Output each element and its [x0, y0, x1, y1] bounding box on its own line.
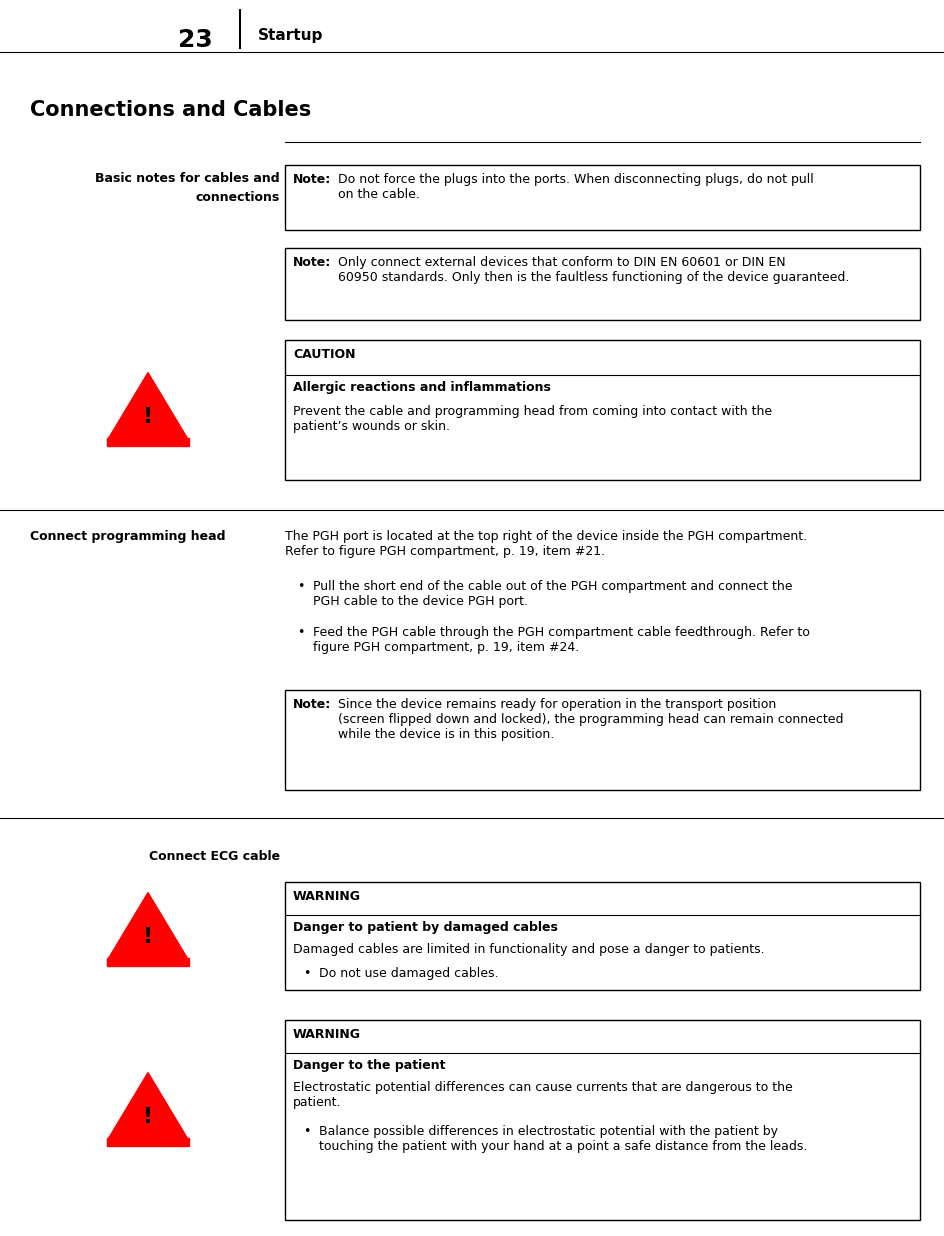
- Text: Startup: Startup: [258, 28, 324, 43]
- Bar: [108, 1138, 189, 1146]
- Text: Since the device remains ready for operation in the transport position
(screen f: Since the device remains ready for opera…: [338, 698, 844, 742]
- Bar: [285, 690, 920, 790]
- Text: •: •: [303, 967, 311, 980]
- Bar: [285, 883, 920, 990]
- Polygon shape: [108, 1073, 189, 1141]
- Bar: [285, 340, 920, 480]
- Text: •: •: [297, 625, 304, 639]
- Text: Damaged cables are limited in functionality and pose a danger to patients.: Damaged cables are limited in functional…: [293, 943, 765, 955]
- Text: !: !: [143, 1106, 153, 1127]
- Text: Feed the PGH cable through the PGH compartment cable feedthrough. Refer to
figur: Feed the PGH cable through the PGH compa…: [313, 625, 810, 654]
- Text: The PGH port is located at the top right of the device inside the PGH compartmen: The PGH port is located at the top right…: [285, 530, 807, 557]
- Bar: [285, 248, 920, 320]
- Text: Prevent the cable and programming head from coming into contact with the
patient: Prevent the cable and programming head f…: [293, 405, 772, 433]
- Text: WARNING: WARNING: [293, 890, 361, 904]
- Text: Connect programming head: Connect programming head: [30, 530, 226, 543]
- Polygon shape: [108, 372, 189, 440]
- Bar: [285, 1020, 920, 1220]
- Polygon shape: [108, 892, 189, 960]
- Text: Connect ECG cable: Connect ECG cable: [149, 850, 280, 863]
- Text: Only connect external devices that conform to DIN EN 60601 or DIN EN
60950 stand: Only connect external devices that confo…: [338, 256, 850, 284]
- Text: Note:: Note:: [293, 698, 331, 711]
- Text: Connections and Cables: Connections and Cables: [30, 100, 312, 120]
- Text: Allergic reactions and inflammations: Allergic reactions and inflammations: [293, 381, 551, 394]
- Text: CAUTION: CAUTION: [293, 349, 356, 361]
- Text: Balance possible differences in electrostatic potential with the patient by
touc: Balance possible differences in electros…: [319, 1125, 807, 1153]
- Bar: [285, 164, 920, 230]
- Text: WARNING: WARNING: [293, 1028, 361, 1041]
- Text: •: •: [297, 580, 304, 593]
- Text: Danger to the patient: Danger to the patient: [293, 1059, 446, 1072]
- Text: Pull the short end of the cable out of the PGH compartment and connect the
PGH c: Pull the short end of the cable out of t…: [313, 580, 793, 608]
- Text: !: !: [143, 407, 153, 426]
- Text: Note:: Note:: [293, 173, 331, 185]
- Text: Basic notes for cables and
connections: Basic notes for cables and connections: [95, 172, 280, 204]
- Text: Note:: Note:: [293, 256, 331, 269]
- Text: !: !: [143, 927, 153, 947]
- Text: Do not use damaged cables.: Do not use damaged cables.: [319, 967, 498, 980]
- Text: •: •: [303, 1125, 311, 1138]
- Text: 23: 23: [177, 28, 212, 52]
- Text: Danger to patient by damaged cables: Danger to patient by damaged cables: [293, 921, 558, 934]
- Text: Electrostatic potential differences can cause currents that are dangerous to the: Electrostatic potential differences can …: [293, 1082, 793, 1109]
- Bar: [108, 958, 189, 967]
- Bar: [108, 438, 189, 446]
- Text: Do not force the plugs into the ports. When disconnecting plugs, do not pull
on : Do not force the plugs into the ports. W…: [338, 173, 814, 201]
